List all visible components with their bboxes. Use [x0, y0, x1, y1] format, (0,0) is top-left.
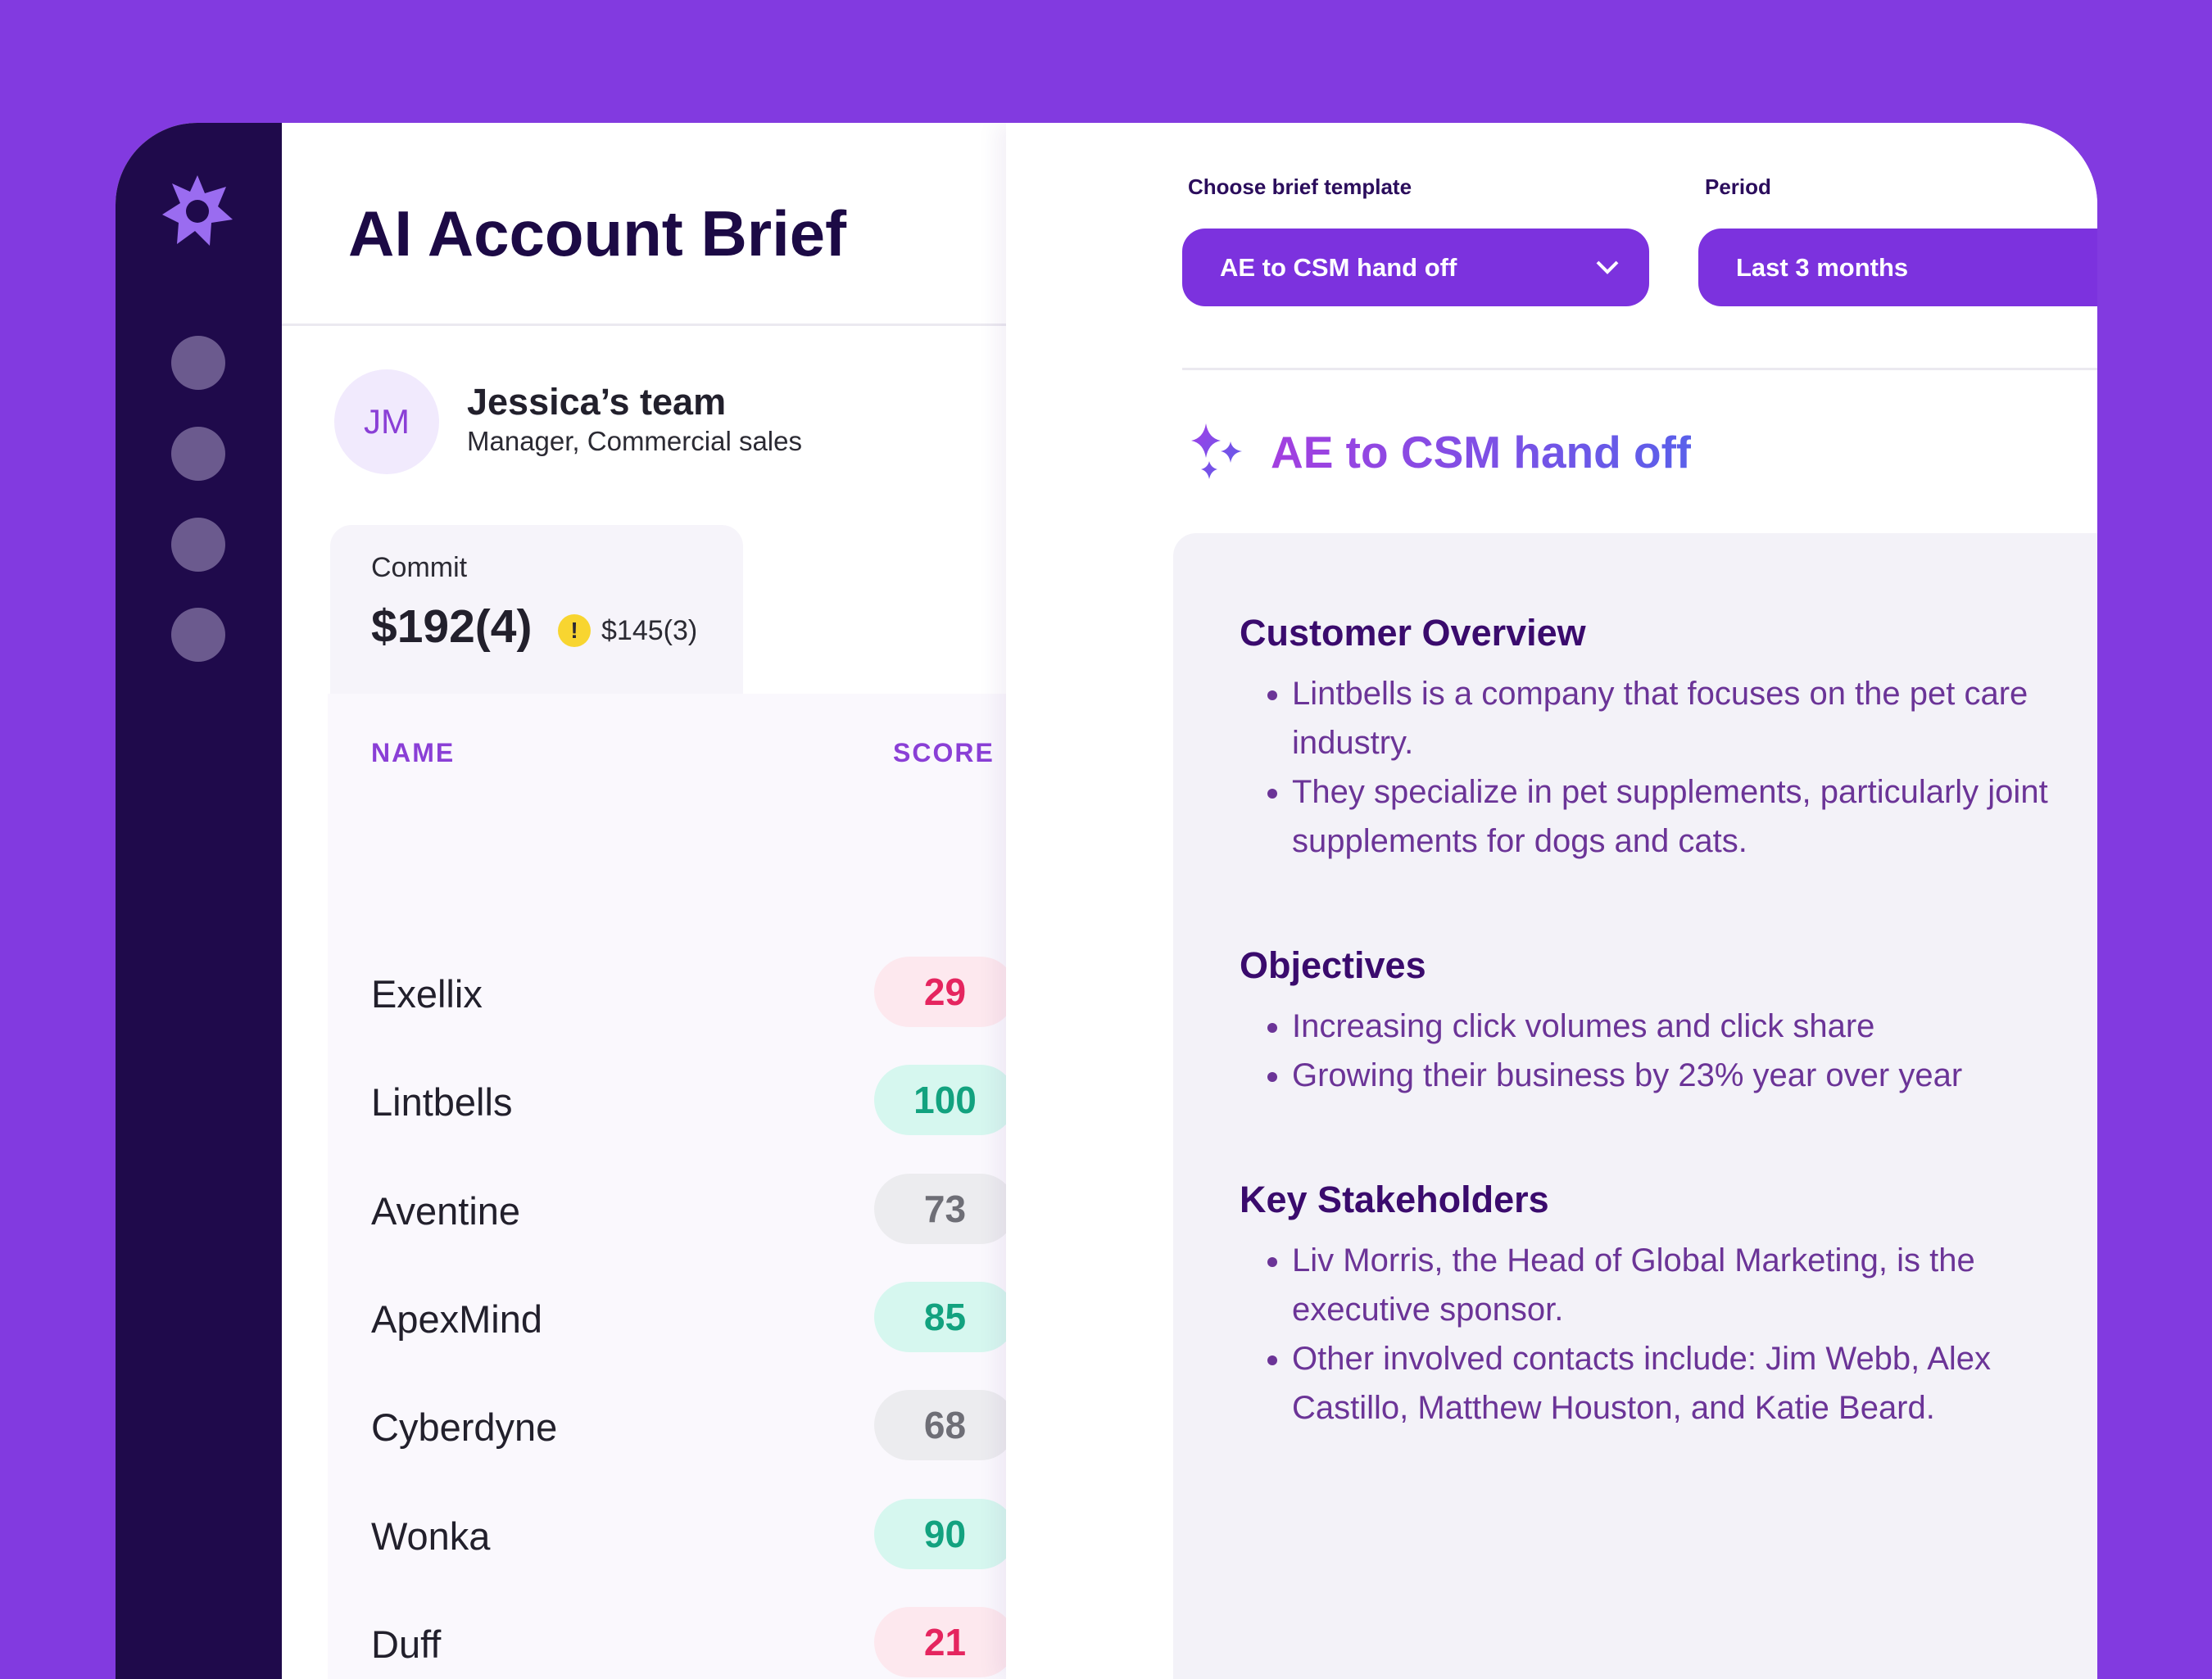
nav-item[interactable]	[171, 518, 225, 572]
template-dropdown[interactable]: AE to CSM hand off	[1182, 229, 1649, 306]
account-name: Exellix	[371, 972, 483, 1016]
bullet-item: Lintbells is a company that focuses on t…	[1292, 669, 2097, 767]
account-name: Lintbells	[371, 1080, 513, 1125]
dropdown-value: AE to CSM hand off	[1220, 252, 1457, 282]
score-pill: 21	[874, 1606, 1016, 1677]
table-row[interactable]: Duff 21	[328, 1601, 1016, 1679]
page: AI Account Brief JM Jessica’s team Manag…	[0, 0, 2212, 1580]
score-pill: 29	[874, 957, 1016, 1027]
score-pill: 68	[874, 1390, 1016, 1461]
nav-item[interactable]	[171, 427, 225, 481]
warning-mark: !	[570, 618, 578, 643]
score-pill: 85	[874, 1281, 1016, 1352]
account-name: Cyberdyne	[371, 1405, 558, 1450]
commit-secondary: $145(3)	[601, 615, 698, 646]
page-title: AI Account Brief	[348, 197, 847, 269]
account-name: ApexMind	[371, 1297, 542, 1341]
avatar-initials: JM	[364, 402, 410, 441]
logo	[162, 175, 233, 246]
score-pill: 100	[874, 1065, 1016, 1136]
score-pill: 73	[874, 1173, 1016, 1244]
brief-title: AE to CSM hand off	[1271, 427, 1692, 477]
bullet-item: Liv Morris, the Head of Global Marketing…	[1292, 1236, 2097, 1334]
score-table: NAME SCORE Exellix 29 Lintbells 100 Aventine…	[328, 694, 1016, 1679]
nav-item[interactable]	[171, 336, 225, 390]
divider	[1182, 368, 2097, 370]
bullet-item: Other involved contacts include: Jim Web…	[1292, 1334, 2097, 1432]
field-label: Period	[1705, 174, 1771, 199]
section-heading: Key Stakeholders	[1240, 1179, 1549, 1220]
score-pill: 90	[874, 1498, 1016, 1569]
warning-icon: !	[558, 614, 591, 647]
bullet-item: They specialize in pet supplements, part…	[1292, 767, 2097, 866]
column-header: NAME	[371, 738, 456, 767]
dropdown-value: Last 3 months	[1736, 252, 1909, 282]
app-window: AI Account Brief JM Jessica’s team Manag…	[116, 123, 2097, 1679]
bullet-item: Growing their business by 23% year over …	[1292, 1051, 2097, 1100]
brief-content: Customer Overview Lintbells is a company …	[1173, 533, 2097, 1679]
account-name: Duff	[371, 1622, 442, 1666]
nav-item[interactable]	[171, 608, 225, 662]
team-name: Jessica’s team	[467, 381, 727, 423]
account-name: Aventine	[371, 1188, 521, 1233]
commit-card: Commit $192(4) ! $145(3)	[330, 525, 743, 697]
table-row[interactable]: Exellix 29	[328, 951, 1016, 1033]
period-dropdown[interactable]: Last 3 months	[1698, 229, 2097, 306]
commit-value: $192(4)	[371, 600, 533, 653]
column-header: SCORE	[893, 738, 995, 767]
sidebar	[116, 123, 282, 1679]
table-row[interactable]: Lintbells 100	[328, 1059, 1016, 1141]
table-row[interactable]: Cyberdyne 68	[328, 1384, 1016, 1466]
table-row[interactable]: Aventine 73	[328, 1168, 1016, 1250]
brief-section: Key Stakeholders Liv Morris, the Head of …	[1240, 1179, 2097, 1432]
brief-panel: Choose brief template Period AE to CSM h…	[1006, 123, 2097, 1679]
section-heading: Customer Overview	[1240, 612, 1586, 654]
commit-label: Commit	[371, 552, 468, 583]
divider	[282, 324, 1006, 326]
account-name: Wonka	[371, 1514, 491, 1558]
avatar: JM	[334, 369, 439, 474]
bullet-list: Lintbells is a company that focuses on t…	[1240, 669, 2097, 866]
bullet-item: Increasing click volumes and click share	[1292, 1002, 2097, 1051]
bullet-list: Increasing click volumes and click share…	[1240, 1002, 2097, 1100]
brief-section: Objectives Increasing click volumes and c…	[1240, 944, 2097, 1100]
brief-section: Customer Overview Lintbells is a company …	[1240, 612, 2097, 866]
bullet-list: Liv Morris, the Head of Global Marketing…	[1240, 1236, 2097, 1432]
sparkle-icon	[1191, 423, 1242, 479]
team-role: Manager, Commercial sales	[467, 426, 802, 456]
chevron	[1596, 260, 1619, 274]
field-label: Choose brief template	[1188, 174, 1412, 199]
section-heading: Objectives	[1240, 944, 1426, 986]
table-row[interactable]: ApexMind 85	[328, 1276, 1016, 1358]
table-row[interactable]: Wonka 90	[328, 1493, 1016, 1575]
